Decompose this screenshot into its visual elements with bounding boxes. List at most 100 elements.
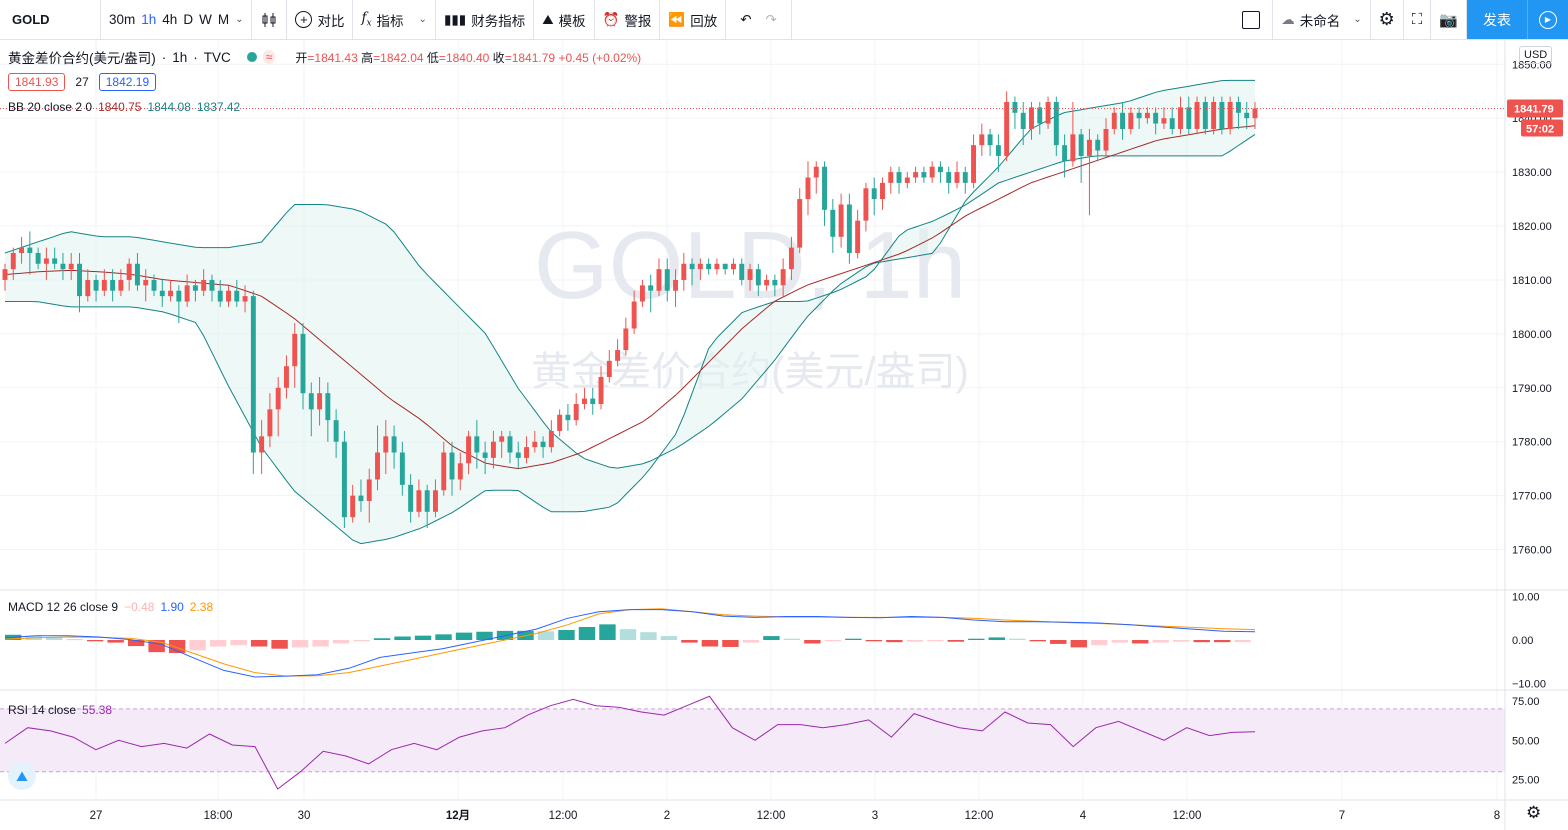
macd-histogram-bar: [353, 640, 370, 642]
macd-histogram-bar: [1070, 640, 1087, 648]
replay-button[interactable]: ⏪ 回放: [668, 10, 717, 30]
macd-histogram-bar: [537, 631, 555, 640]
interval-w[interactable]: W: [199, 12, 212, 27]
axis-settings-gear-icon[interactable]: ⚙: [1526, 803, 1542, 822]
market-status-dot[interactable]: [246, 52, 257, 62]
candle-body: [350, 495, 356, 518]
candle-body: [904, 177, 910, 183]
interval-m[interactable]: M: [217, 12, 230, 27]
macd-label[interactable]: MACD 12 26 close 9: [8, 600, 119, 614]
interval-30m[interactable]: 30m: [109, 12, 136, 27]
macd-histogram-bar: [927, 640, 944, 642]
interval-1h[interactable]: 1h: [141, 12, 157, 27]
wave-icon[interactable]: ≈: [262, 50, 276, 64]
time-tick-label: 7: [1339, 810, 1345, 822]
macd-histogram-bar: [373, 638, 391, 640]
candle-body: [739, 263, 745, 280]
macd-legend-row: MACD 12 26 close 9 −0.48 1.90 2.38: [8, 596, 213, 618]
price-tick-label: 1790.00: [1512, 383, 1552, 395]
candle-body: [126, 263, 132, 280]
macd-tick-label: 0.00: [1512, 635, 1533, 647]
interval-4h[interactable]: 4h: [162, 12, 178, 27]
time-tick-label: 27: [90, 810, 103, 822]
macd-histogram-bar: [988, 637, 1005, 640]
publish-button[interactable]: 发表: [1467, 0, 1527, 39]
candle-body: [85, 279, 91, 297]
candle-body: [176, 290, 182, 302]
candle-body: [2, 269, 8, 280]
indicators-label: 指标: [376, 13, 404, 29]
redo-icon[interactable]: ↷: [765, 11, 777, 27]
candle-body: [341, 441, 347, 518]
candle-body: [838, 204, 844, 237]
buy-price-box[interactable]: 1842.19: [98, 73, 157, 91]
candle-body: [1161, 118, 1167, 124]
candle-body: [573, 403, 579, 421]
candle-body: [375, 452, 380, 480]
undo-icon[interactable]: ↶: [740, 11, 752, 27]
financials-button[interactable]: ▮▮▮ 财务指标: [444, 10, 525, 30]
candle-body: [43, 258, 49, 264]
price-tick-label: 1830.00: [1512, 167, 1552, 179]
template-icon: ⛰: [542, 11, 554, 27]
candle-body: [490, 441, 496, 458]
candle-body: [1012, 102, 1018, 113]
candle-body: [391, 436, 397, 453]
bb-label[interactable]: BB 20 close 2 0: [8, 100, 93, 114]
macd-histogram-bar: [250, 640, 268, 647]
macd-histogram-bar: [865, 640, 883, 642]
candle-body: [242, 296, 248, 302]
candle-body: [623, 328, 629, 351]
tradingview-logo-icon[interactable]: ⛰: [8, 762, 36, 790]
symbol-title[interactable]: 黄金差价合约(美元/盎司): [8, 51, 156, 66]
expand-icon[interactable]: ⛶: [1411, 11, 1423, 28]
alert-button[interactable]: ⏰ 警报: [603, 10, 652, 30]
camera-icon[interactable]: 📷: [1439, 11, 1458, 29]
candle-body: [846, 204, 852, 253]
indicators-group: fx 指标 ⌄: [353, 0, 436, 39]
macd-histogram-bar: [476, 631, 493, 640]
candle-body: [532, 441, 538, 448]
interval-dropdown-icon[interactable]: ⌄: [235, 14, 244, 25]
candle-body: [226, 290, 231, 302]
time-tick-label: 12:00: [757, 810, 786, 822]
candle-body: [606, 360, 612, 378]
last-price-tag: [1507, 99, 1563, 118]
candle-body: [1153, 112, 1159, 124]
currency-badge[interactable]: USD: [1519, 46, 1553, 64]
price-tick-label: 1770.00: [1512, 491, 1552, 503]
sell-price-box[interactable]: 1841.93: [8, 73, 66, 91]
candle-body: [937, 166, 943, 173]
fx-icon: fx: [361, 10, 372, 29]
candle-body: [722, 263, 728, 270]
indicators-button[interactable]: fx 指标 ⌄: [361, 10, 426, 30]
legend-interval: 1h: [172, 49, 188, 65]
compare-button[interactable]: + 对比: [295, 10, 344, 30]
interval-d[interactable]: D: [183, 12, 194, 27]
candles-icon: [262, 12, 276, 27]
templates-button[interactable]: ⛰ 模板: [542, 10, 585, 30]
play-icon[interactable]: ▶: [1527, 0, 1568, 39]
macd-histogram-bar: [1050, 640, 1067, 644]
candle-body: [300, 333, 306, 394]
rsi-label[interactable]: RSI 14 close: [8, 703, 77, 717]
macd-histogram-bar: [189, 640, 206, 651]
candle-body: [656, 269, 662, 291]
candle-body: [855, 220, 861, 253]
bar-chart-icon: ▮▮▮: [443, 11, 467, 27]
candle-body: [482, 452, 488, 458]
chart-type-button[interactable]: [252, 0, 288, 39]
candle-body: [590, 398, 596, 404]
candle-body: [987, 134, 993, 146]
separator-dot: ·: [193, 49, 198, 65]
countdown-tag: [1521, 119, 1563, 137]
macd-histogram-bar: [906, 640, 924, 642]
candle-body: [639, 285, 645, 302]
candle-body: [664, 269, 670, 291]
gear-icon[interactable]: ⚙: [1378, 9, 1395, 29]
layout-button[interactable]: ☁ 未命名 ⌄: [1281, 10, 1361, 30]
square-icon[interactable]: [1242, 10, 1261, 29]
symbol-search[interactable]: GOLD: [0, 0, 101, 39]
bb-legend-row: BB 20 close 2 0 1840.75 1844.08 1837.42: [8, 96, 641, 118]
